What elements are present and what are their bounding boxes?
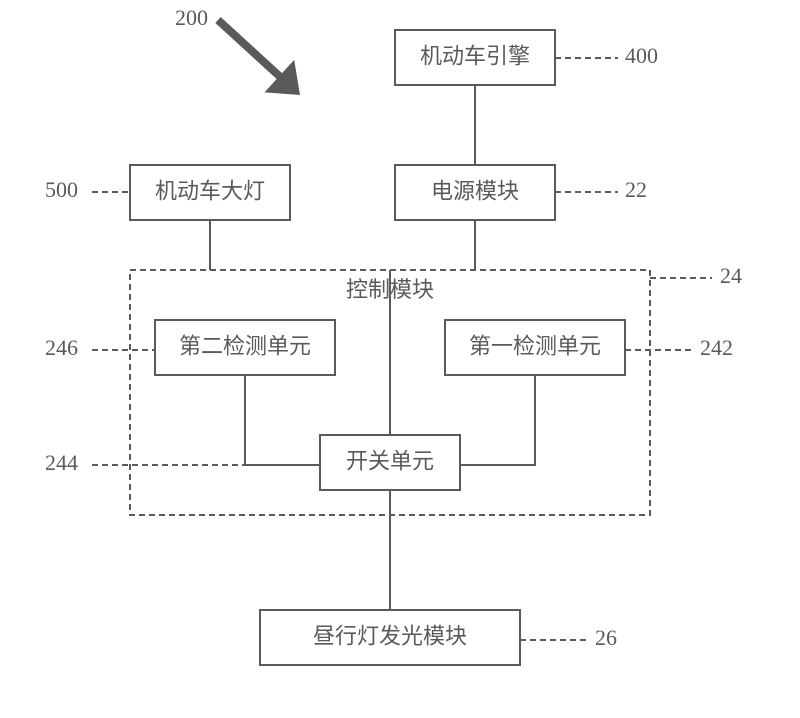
ref-26: 26 <box>595 625 617 650</box>
block-diagram-svg: 控制模块 机动车引擎电源模块 机动车大灯第二检测单元 第一检测单元开关单元昼行灯发光… <box>0 0 800 718</box>
det2-label: 第二检测单元 <box>179 334 311 359</box>
switch-label: 开关单元 <box>346 449 434 474</box>
ref-200: 200 <box>175 5 208 30</box>
ref-500: 500 <box>45 177 78 202</box>
reference-numerals-group: 200 400 500 22 24 246 242 244 26 <box>45 5 742 650</box>
drl-label: 昼行灯发光模块 <box>313 624 467 649</box>
solid-boxes-group: 机动车引擎电源模块 机动车大灯第二检测单元 第一检测单元开关单元昼行灯发光模块 <box>130 30 625 665</box>
det1-label: 第一检测单元 <box>469 334 601 359</box>
ref-246: 246 <box>45 335 78 360</box>
engine-label: 机动车引擎 <box>420 44 530 69</box>
headlamp-label: 机动车大灯 <box>155 179 265 204</box>
arrow-200 <box>215 17 300 95</box>
ref-24: 24 <box>720 263 742 288</box>
control-module-label: 控制模块 <box>346 277 434 302</box>
power-label: 电源模块 <box>431 179 519 204</box>
ref-244: 244 <box>45 450 78 475</box>
ref-242: 242 <box>700 335 733 360</box>
ref-400: 400 <box>625 43 658 68</box>
ref-22: 22 <box>625 177 647 202</box>
